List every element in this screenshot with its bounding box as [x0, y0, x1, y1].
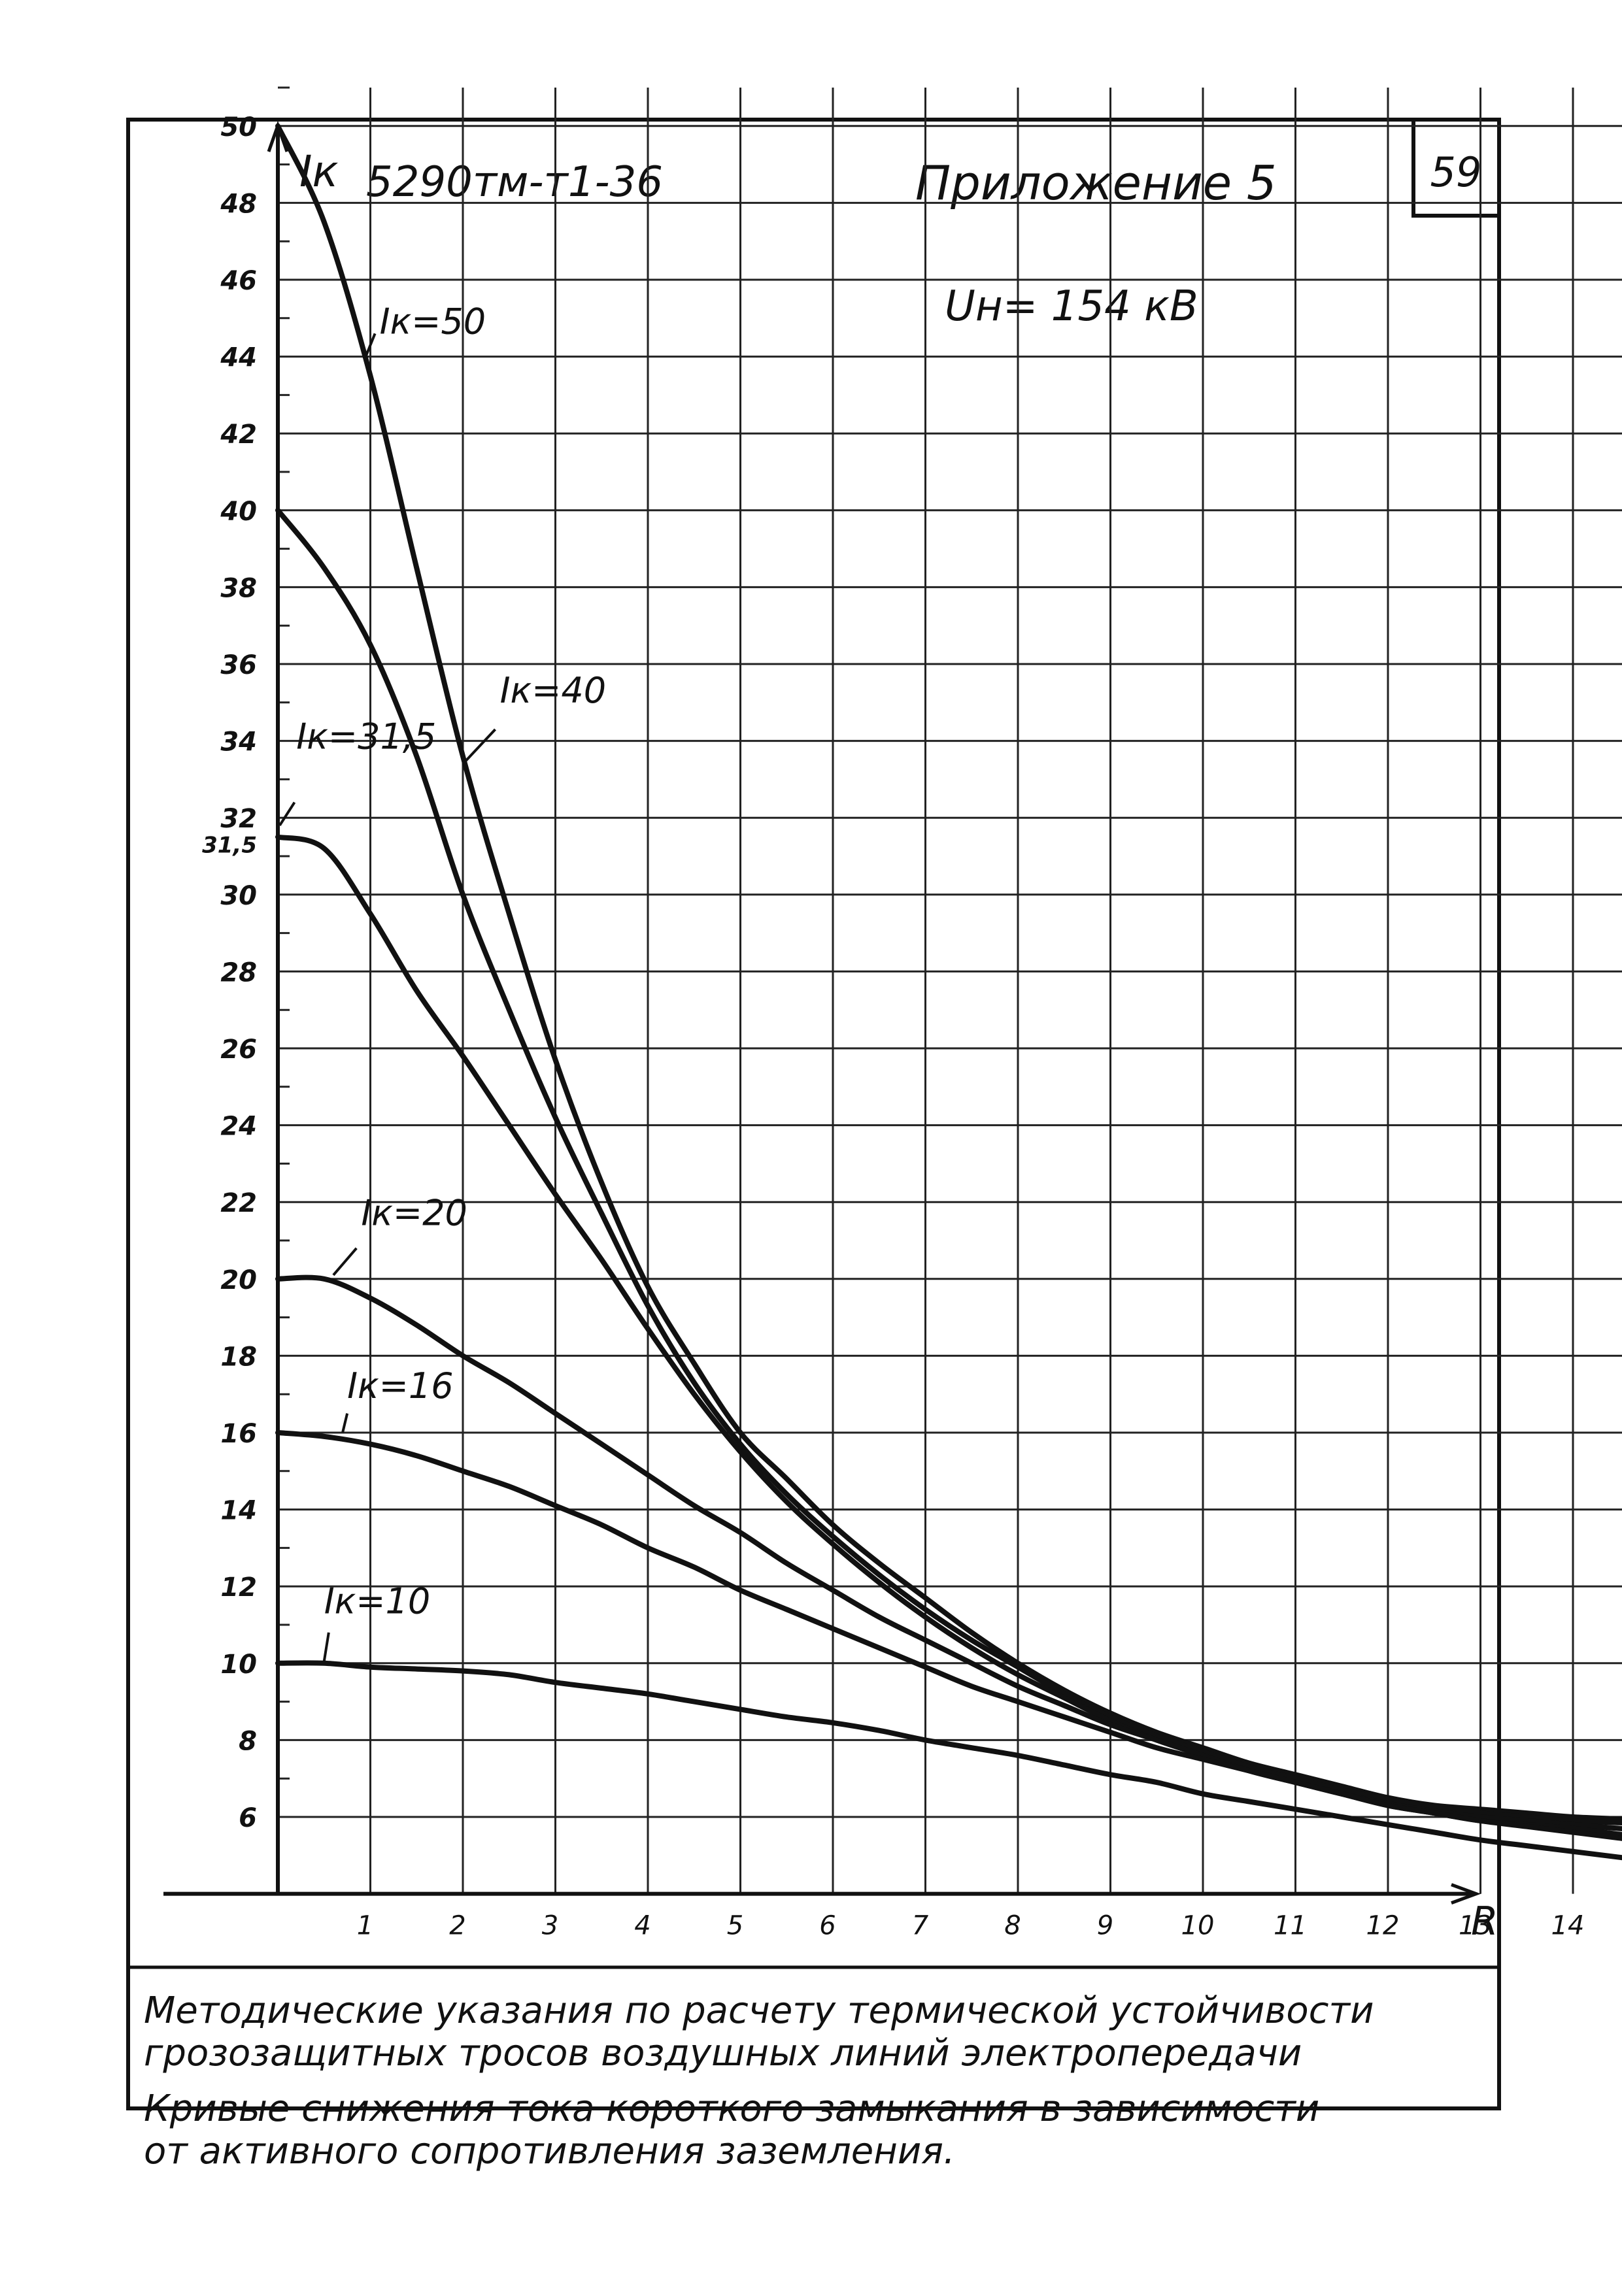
y-tick-label-extra: 31,5 — [202, 833, 257, 859]
page-number-box — [1411, 118, 1501, 218]
curve-series-4 — [275, 1430, 1622, 1841]
curve-label-leader — [332, 1247, 358, 1276]
caption-line-3: Кривые снижения тока короткого замыкания… — [144, 2088, 1319, 2130]
x-axis-arrow — [1451, 1883, 1481, 1905]
x-tick-label: 10 — [1181, 1911, 1215, 1941]
y-tick-label: 50 — [220, 112, 257, 142]
curve-labels: Iк=50 Iк=40 Iк=31,5 Iк=20 Iк=16 Iк=10 — [279, 301, 607, 1662]
curve-label-leader — [341, 1413, 349, 1433]
x-tick-label: 1 — [357, 1911, 373, 1941]
x-tick-label: 4 — [634, 1911, 650, 1941]
axes — [163, 120, 1481, 1905]
frame-border — [126, 118, 1501, 2110]
y-tick-label: 16 — [220, 1419, 257, 1449]
y-tick-label: 14 — [220, 1496, 257, 1526]
y-tick-label: 6 — [239, 1803, 257, 1833]
x-tick-label: 12 — [1366, 1911, 1400, 1941]
y-tick-label: 46 — [220, 266, 257, 296]
y-axis-title: Iк — [299, 146, 338, 197]
x-tick-label: 14 — [1551, 1911, 1585, 1941]
x-tick-label: 2 — [449, 1911, 465, 1941]
voltage-label: Uн= 154 кВ — [945, 282, 1198, 331]
caption-line-4: от активного сопротивления заземления. — [144, 2130, 955, 2172]
y-tick-label: 22 — [220, 1188, 257, 1218]
curve-series-1 — [275, 507, 1622, 1825]
x-tick-label: 3 — [542, 1911, 558, 1941]
x-tick-label: 11 — [1274, 1911, 1307, 1941]
curve-series-3 — [275, 1274, 1622, 1838]
y-tick-label: 18 — [220, 1342, 257, 1372]
x-axis-title: R — [1471, 1899, 1498, 1944]
y-tick-label: 28 — [220, 957, 257, 988]
curve-label: Iк=10 — [324, 1580, 431, 1622]
x-tick-label: 9 — [1097, 1911, 1113, 1941]
curve-label: Iк=31,5 — [296, 716, 436, 757]
y-tick-label: 32 — [220, 804, 257, 834]
y-tick-label: 20 — [220, 1265, 257, 1295]
x-tick-label: 8 — [1004, 1911, 1021, 1941]
curve-series-0 — [275, 123, 1622, 1822]
y-tick-label: 48 — [220, 189, 257, 219]
x-tick-label: 6 — [819, 1911, 836, 1941]
y-tick-label: 36 — [220, 650, 257, 680]
y-tick-label: 44 — [220, 343, 257, 373]
x-tick-label: 5 — [727, 1911, 743, 1941]
y-tick-label: 42 — [220, 420, 257, 450]
y-tick-label: 12 — [220, 1572, 257, 1603]
y-tick-label: 40 — [220, 497, 257, 527]
curve-series-5 — [275, 1660, 1622, 1861]
curve-label-leader — [364, 333, 377, 358]
curve-label: Iк=40 — [500, 670, 607, 711]
y-tick-label: 10 — [220, 1650, 257, 1680]
appendix-title: Приложение 5 — [915, 156, 1277, 210]
y-tick-label: 26 — [220, 1035, 257, 1065]
curve-series-2 — [275, 834, 1622, 1831]
page-number: 59 — [1430, 148, 1482, 196]
curve-label: Iк=50 — [380, 301, 486, 342]
curve-label: Iк=16 — [347, 1365, 454, 1406]
caption-line-2: грозозащитных тросов воздушных линий эле… — [144, 2032, 1302, 2074]
curve-label-leader — [462, 728, 496, 765]
tick-labels: 6810121416182022242628303234363840424446… — [202, 112, 1585, 1941]
curves — [275, 123, 1622, 1861]
y-tick-label: 38 — [220, 573, 257, 603]
y-tick-label: 8 — [239, 1726, 257, 1756]
grid — [278, 86, 1622, 1894]
y-tick-label: 34 — [220, 727, 257, 757]
curve-label: Iк=20 — [361, 1192, 467, 1233]
curve-label-leader — [279, 801, 296, 827]
y-tick-label: 30 — [220, 881, 257, 911]
x-tick-label: 13 — [1459, 1911, 1492, 1941]
x-tick-label: 7 — [912, 1911, 929, 1941]
y-tick-label: 24 — [220, 1112, 257, 1142]
drawing-code: 5290тм-т1-36 — [366, 158, 663, 207]
curve-label-leader — [322, 1632, 330, 1662]
caption-line-1: Методические указания по расчету термиче… — [144, 1989, 1374, 2032]
